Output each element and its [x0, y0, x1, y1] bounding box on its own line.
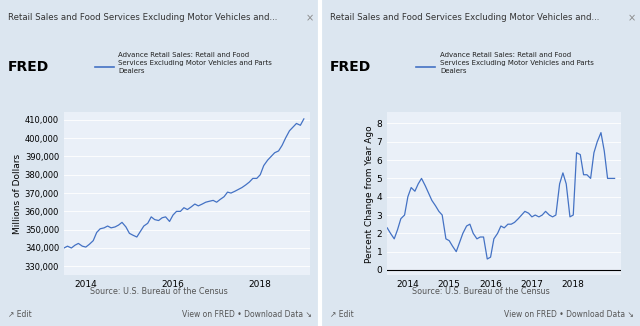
Text: Retail Sales and Food Services Excluding Motor Vehicles and...: Retail Sales and Food Services Excluding… — [8, 13, 277, 22]
Text: View on FRED • Download Data ↘: View on FRED • Download Data ↘ — [504, 310, 634, 319]
Text: FRED: FRED — [8, 60, 49, 74]
Text: View on FRED • Download Data ↘: View on FRED • Download Data ↘ — [182, 310, 312, 319]
Text: ↗ Edit: ↗ Edit — [330, 310, 353, 319]
Text: ×: × — [627, 13, 636, 23]
Text: ↗ Edit: ↗ Edit — [8, 310, 31, 319]
Text: Retail Sales and Food Services Excluding Motor Vehicles and...: Retail Sales and Food Services Excluding… — [330, 13, 599, 22]
Y-axis label: Percent Change from Year Ago: Percent Change from Year Ago — [365, 125, 374, 263]
Text: ×: × — [305, 13, 314, 23]
Y-axis label: Millions of Dollars: Millions of Dollars — [13, 154, 22, 234]
Text: Source: U.S. Bureau of the Census: Source: U.S. Bureau of the Census — [412, 287, 550, 296]
Text: Source: U.S. Bureau of the Census: Source: U.S. Bureau of the Census — [90, 287, 228, 296]
Text: Advance Retail Sales: Retail and Food
Services Excluding Motor Vehicles and Part: Advance Retail Sales: Retail and Food Se… — [440, 52, 594, 74]
Text: Advance Retail Sales: Retail and Food
Services Excluding Motor Vehicles and Part: Advance Retail Sales: Retail and Food Se… — [118, 52, 272, 74]
Text: FRED: FRED — [330, 60, 371, 74]
